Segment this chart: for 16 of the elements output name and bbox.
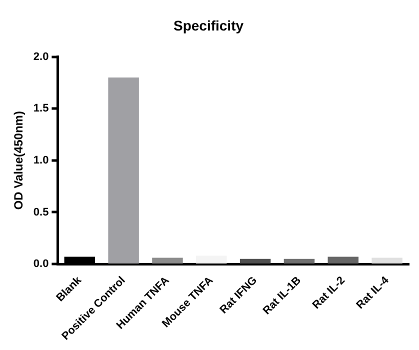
bar <box>108 78 139 264</box>
y-tick-label: 1.0 <box>33 154 49 166</box>
y-tick-label: 2.0 <box>33 50 49 63</box>
bar <box>284 258 315 264</box>
y-tick-label: 0.5 <box>33 206 49 218</box>
bar <box>152 258 183 264</box>
y-tick-label: 0.0 <box>33 258 49 270</box>
bar <box>196 256 227 264</box>
chart-title: Specificity <box>173 17 244 34</box>
x-tick-label: Rat IL-4 <box>354 274 392 312</box>
x-tick-label: Rat IL-2 <box>310 274 348 312</box>
bar <box>372 258 402 264</box>
y-tick-label: 1.5 <box>33 102 49 115</box>
y-axis-title: OD Value(450nm) <box>12 111 26 210</box>
bar <box>240 258 271 264</box>
bar <box>328 256 358 264</box>
